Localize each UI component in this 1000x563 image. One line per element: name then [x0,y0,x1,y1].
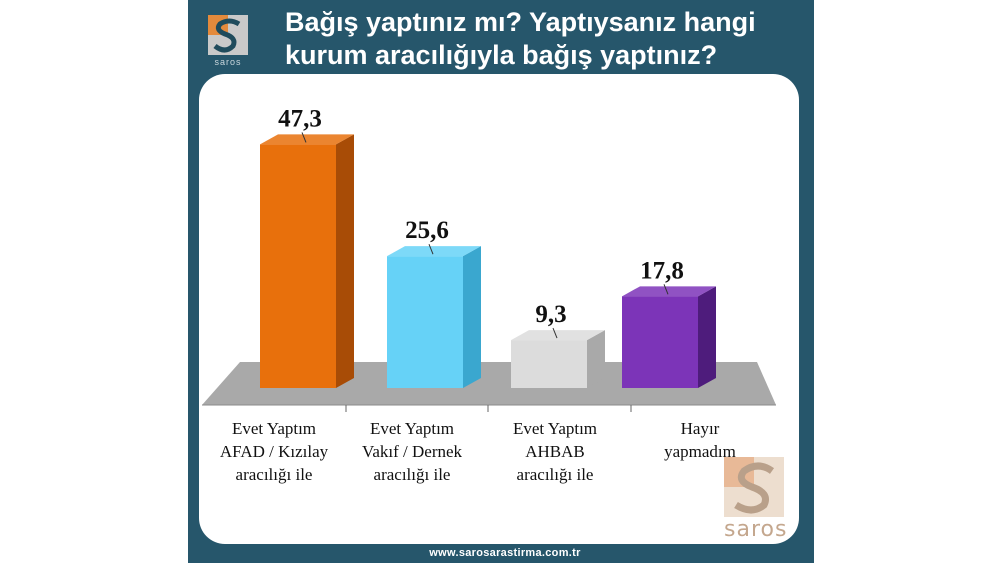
bar-side [463,246,481,388]
bar [511,340,587,388]
saros-logo-icon [208,15,248,55]
bar-side [587,330,605,388]
data-label: 9,3 [535,301,566,328]
bar-top [622,286,716,297]
leader-line [428,243,434,255]
bar-top [511,330,605,341]
category-label: Evet Yaptım Vakıf / Dernek aracılığı ile [362,419,463,484]
data-label: 17,8 [640,257,684,284]
bar-top [260,134,354,145]
bar-top [387,246,481,257]
leader-line [552,327,558,339]
bar [387,256,463,388]
saros-watermark-icon [724,457,784,517]
bar [622,296,698,388]
logo-text-watermark: saros [724,517,788,542]
title-line-2: kurum aracılığıyla bağış yaptınız? [285,40,718,70]
saros-logo-top: saros [205,12,251,68]
website-url: www.sarosarastirma.com.tr [429,547,581,559]
bar [260,144,336,388]
logo-text-top: saros [214,57,242,67]
saros-watermark-logo: saros [720,455,790,545]
chart-title: Bağış yaptınız mı? Yaptıysanız hangi kur… [285,6,805,72]
bar-side [336,134,354,388]
category-label: Hayır yapmadım [664,419,736,461]
leader-line [301,132,307,143]
data-label: 25,6 [405,217,449,244]
category-label: Evet Yaptım AFAD / Kızılay aracılığı ile [220,419,329,484]
category-label: Evet Yaptım AHBAB aracılığı ile [513,419,597,484]
leader-line [663,284,669,295]
bar-side [698,286,716,388]
data-label: 47,3 [278,105,322,132]
title-line-1: Bağış yaptınız mı? Yaptıysanız hangi [285,7,756,37]
